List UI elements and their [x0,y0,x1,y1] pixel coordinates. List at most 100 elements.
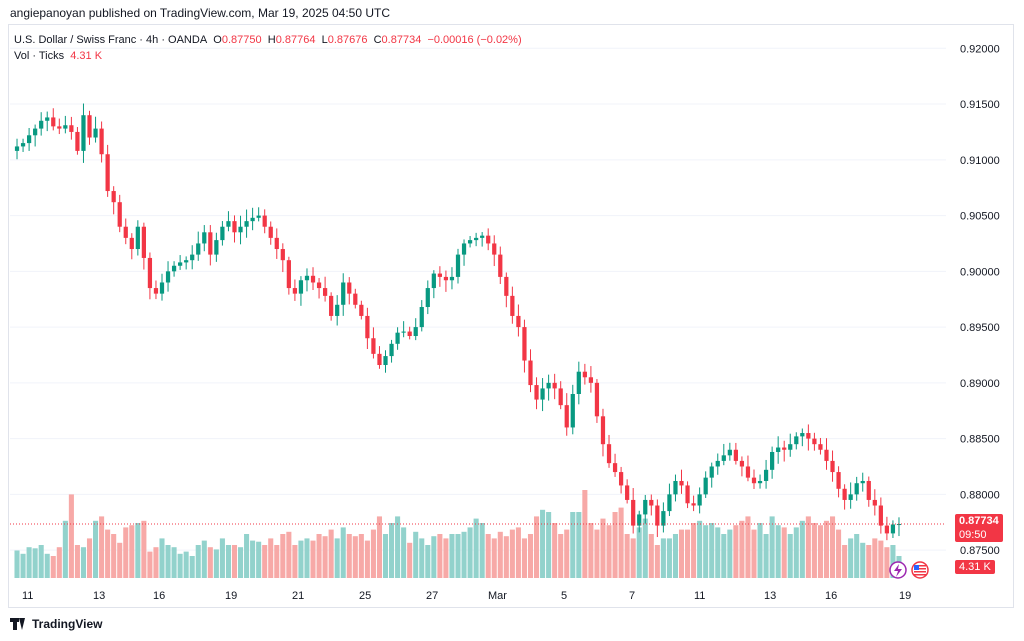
candle-body [612,463,618,473]
volume-bar [68,494,74,578]
candle-body [510,295,515,316]
volume-bar [811,523,817,578]
candle-body [782,447,787,450]
volume-bar [316,534,322,578]
x-axis: 11 13 16 19 21 25 27 Mar 5 7 11 13 16 19 [22,590,911,602]
change-value: −0.00016 (−0.02%) [427,34,522,46]
candle-body [673,480,678,495]
volume-bar [274,545,280,578]
volume-bar [74,545,80,578]
candle-body [745,466,751,478]
volume-badge: 4.31 K [955,560,995,574]
volume-bar [105,529,111,578]
candle-body [848,494,853,500]
volume-bar [546,512,552,578]
volume-bar [189,556,195,578]
volume-bar [419,538,425,578]
chart-canvas[interactable]: 0.92000 0.91500 0.91000 0.90500 0.90000 0.895… [8,24,1014,608]
candle-body [111,191,116,203]
volume-bar [842,545,848,578]
volume-bar [93,520,99,578]
candle-body [812,438,817,445]
volume-bar [310,540,316,578]
candle-body [26,135,32,144]
volume-bar [26,547,32,578]
candle-body [625,485,630,500]
candle-body [618,472,624,486]
candle-body [184,260,189,263]
candle-body [437,273,442,277]
candle-body [117,202,122,227]
volume-bar [250,540,256,578]
candle-body [703,477,708,495]
candle-body [129,237,134,250]
volume-bar [340,527,346,578]
candle-body [606,444,612,464]
candle-body [389,343,394,357]
volume-bar [256,541,262,578]
candle-body [353,293,358,305]
volume-bar [171,547,177,578]
candle-body [691,503,696,506]
volume-bar [533,516,540,578]
volume-bar [509,529,515,578]
volume-bar [389,523,395,578]
volume-bar [636,527,642,578]
candle-body [528,360,533,386]
candle-body [171,265,177,272]
volume-bar [38,545,44,578]
candle-body [304,275,310,281]
footer[interactable]: TradingView [10,617,102,631]
lightning-icon-glyph [894,564,902,577]
volume-bar [739,520,745,578]
candle-body [335,304,340,316]
volume-bar [799,520,805,578]
footer-brand: TradingView [32,617,103,631]
volume-bar [14,550,20,578]
candle-body [153,288,159,294]
volume-bar [165,545,171,578]
volume-bar [449,534,455,578]
y-tick-label: 0.88000 [960,489,1000,501]
volume-bar [352,536,358,578]
volume-bar [44,553,50,578]
x-tick-label: 13 [93,590,105,602]
volume-bar [268,538,274,578]
candle-body [582,371,587,378]
candle-body [697,494,702,506]
volume-bar [286,531,292,578]
candle-body [558,388,563,406]
volume-bar [606,525,612,578]
volume-bar [364,540,370,578]
event-icons [889,561,929,579]
volume-bar [292,545,298,578]
candle-body [268,226,273,238]
volume-bar [715,527,721,578]
volume-bar [697,520,703,578]
volume-label: Vol · Ticks [14,50,65,62]
volume-bar [721,534,727,578]
tradingview-logo-icon [10,618,26,630]
candle-body [455,254,461,277]
candle-body [733,449,738,461]
volume-bar [817,525,823,578]
y-tick-label: 0.91500 [960,99,1000,111]
candle-body [739,460,745,467]
candle-body [298,280,304,294]
volume-bar [461,531,467,578]
candle-body [425,288,430,308]
x-tick-label: 27 [426,590,438,602]
volume-bar [231,545,238,578]
open-value: 0.87750 [221,34,262,46]
volume-bar [793,527,799,578]
us-flag-stripe [914,574,926,576]
candle-body [721,455,726,461]
volume-bar [80,547,87,578]
volume-bar [177,553,183,578]
candle-body [214,240,219,255]
volume-bar [219,538,225,578]
y-tick-label: 0.91000 [960,155,1000,167]
x-tick-label: 21 [292,590,304,602]
volume-bar [225,545,231,578]
candle-body [57,126,62,129]
